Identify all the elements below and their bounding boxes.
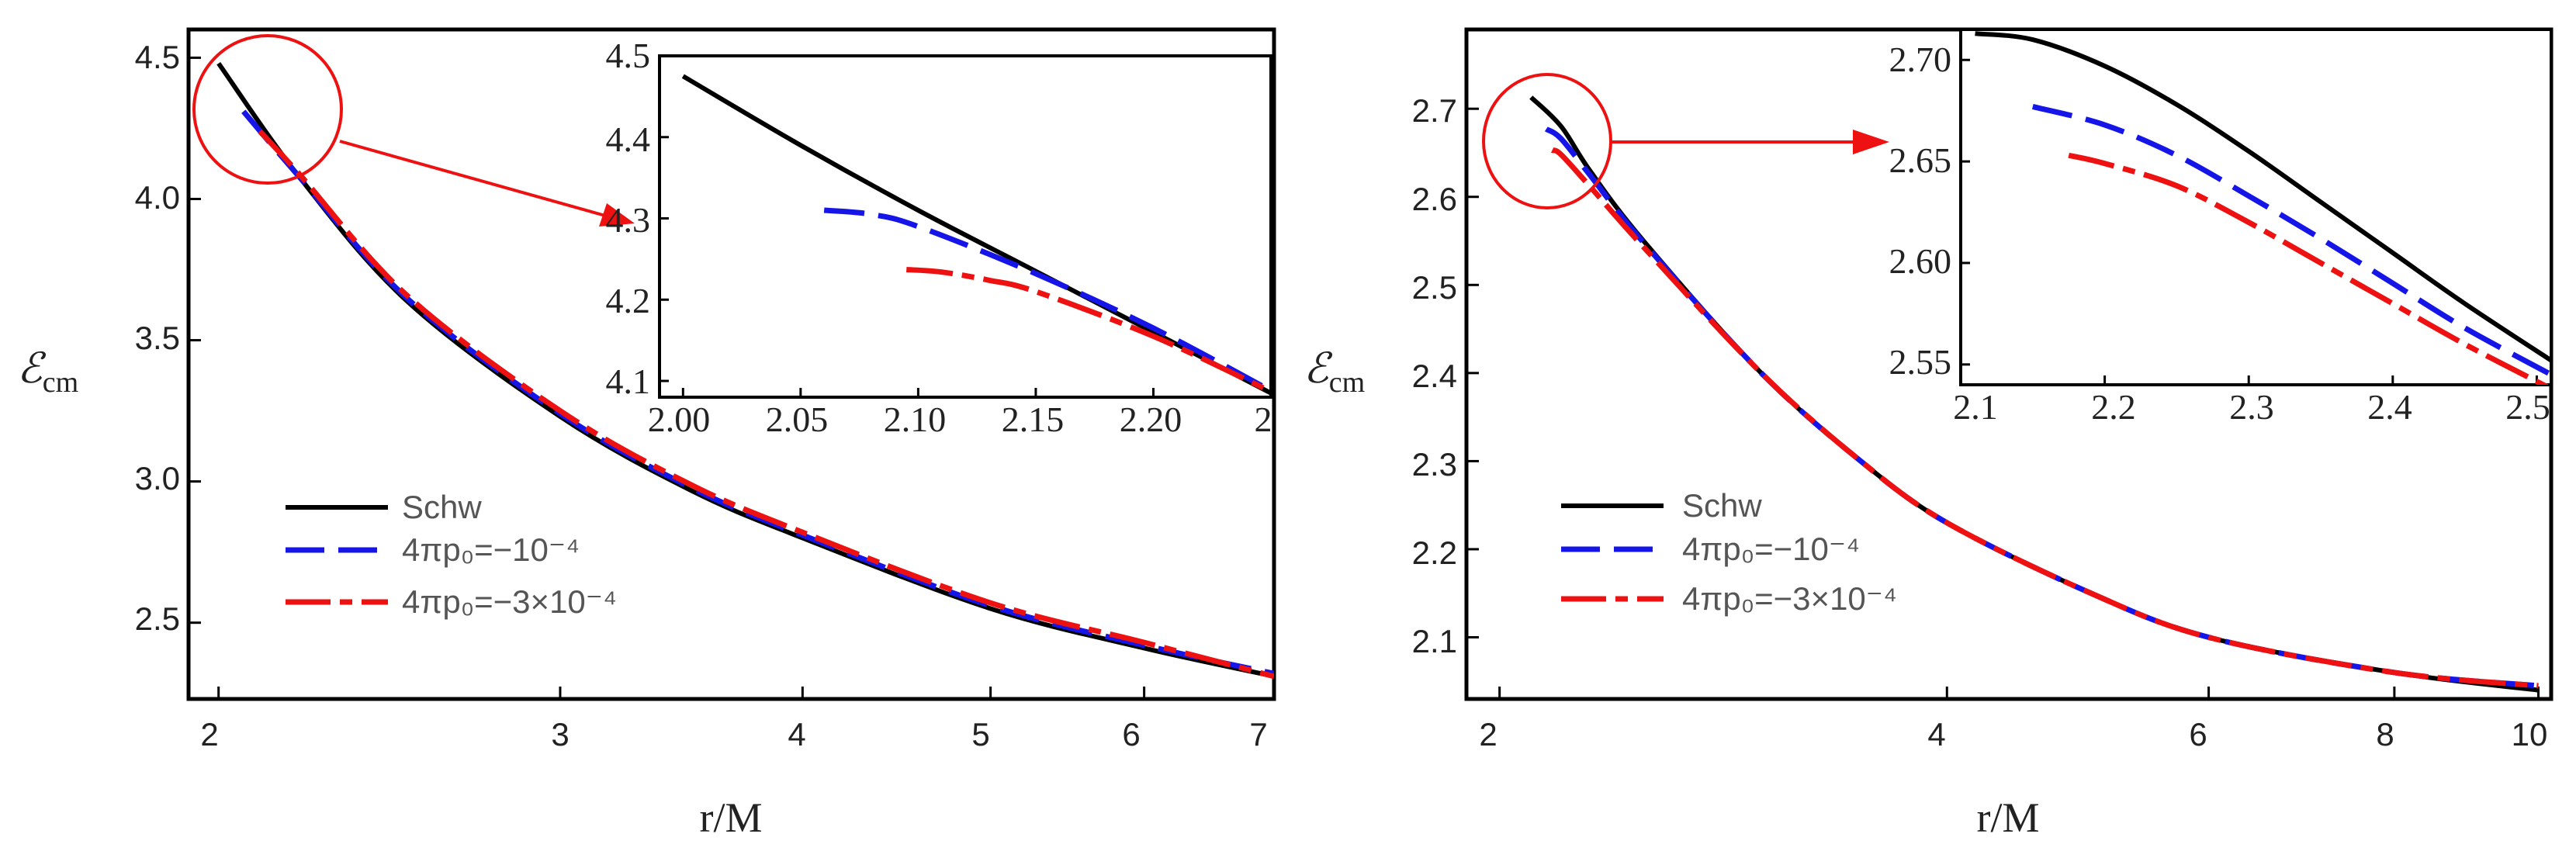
right-inset: 2.1 2.2 2.3 2.4 2.5 2.55 2.60 2.65 2.70 (1889, 28, 2553, 427)
left-y-tick-2.5: 2.5 (135, 600, 180, 637)
left-inset-series (681, 74, 1271, 396)
left-plot-frame (186, 27, 1276, 701)
right-inset-series (1975, 31, 2551, 385)
right-legend-label-red: 4πp₀=−3×10⁻⁴ (1682, 580, 1897, 617)
left-legend-label-red: 4πp₀=−3×10⁻⁴ (402, 583, 617, 620)
L-line-2 (258, 129, 1274, 680)
right-x-tick-6: 6 (2189, 716, 2207, 752)
LI-line-2 (905, 267, 1271, 394)
left-chart: 2 3 4 5 6 7 2.5 3.0 3.5 4.0 4.5 r/M ℰcm … (17, 27, 1276, 841)
left-zoom-arrow-shaft (339, 140, 606, 217)
left-series (216, 61, 1274, 680)
right-x-tick-2: 2 (1479, 716, 1497, 752)
RI-line-0 (1975, 31, 2551, 363)
left-x-tick-2: 2 (200, 716, 218, 752)
right-y-tick-2.6: 2.6 (1412, 181, 1457, 217)
left-inset-x-tick-2.25: 2 (1255, 400, 1272, 439)
RI-line-2 (2068, 152, 2550, 385)
right-x-tick-8: 8 (2376, 716, 2394, 752)
left-inset-y-tick-4.4: 4.4 (606, 119, 651, 159)
RI-line-1 (2031, 104, 2551, 377)
right-y-tick-2.5: 2.5 (1412, 269, 1457, 306)
right-inset-y-tick-2.55: 2.55 (1889, 342, 1952, 382)
right-y-axis-label: ℰcm (1304, 345, 1365, 399)
left-inset-y-tick-4.1: 4.1 (606, 362, 651, 401)
left-y-axis-label: ℰcm (17, 345, 78, 399)
right-legend: Schw 4πp₀=−10⁻⁴ 4πp₀=−3×10⁻⁴ (1561, 487, 1897, 617)
right-y-tick-2.2: 2.2 (1412, 535, 1457, 571)
right-inset-x-tick-2.4: 2.4 (2367, 387, 2412, 427)
LI-line-1 (823, 207, 1271, 393)
left-inset-ticks (660, 54, 1272, 397)
left-legend: Schw 4πp₀=−10⁻⁴ 4πp₀=−3×10⁻⁴ (286, 489, 617, 620)
right-legend-label-schw: Schw (1682, 487, 1762, 524)
right-zoom-circle (1482, 73, 1612, 209)
right-inset-x-tick-2.3: 2.3 (2229, 387, 2274, 427)
left-legend-label-schw: Schw (402, 489, 482, 525)
left-zoom-arrowhead (599, 203, 635, 227)
left-x-tick-3: 3 (551, 716, 569, 752)
right-y-tick-2.4: 2.4 (1412, 358, 1457, 394)
right-x-axis-label: r/M (1977, 794, 2040, 841)
right-series (1529, 95, 2539, 693)
right-inset-y-tick-2.60: 2.60 (1889, 241, 1952, 281)
right-inset-x-tick-2.2: 2.2 (2091, 387, 2136, 427)
left-inset-x-tick-2.00: 2.00 (648, 400, 711, 439)
left-x-tick-6: 6 (1122, 716, 1140, 752)
left-x-tick-4: 4 (788, 716, 805, 752)
left-y-tick-4.0: 4.0 (135, 179, 180, 216)
left-y-tick-4.5: 4.5 (135, 39, 180, 75)
right-inset-x-tick-2.5: 2.5 (2505, 387, 2550, 427)
R-line-2 (1550, 147, 2539, 689)
left-inset-x-tick-2.20: 2.20 (1120, 400, 1182, 439)
right-x-tick-10: 10 (2512, 716, 2548, 752)
left-y-tick-3.5: 3.5 (135, 320, 180, 356)
right-inset-y-tick-2.70: 2.70 (1889, 40, 1952, 79)
right-y-tick-2.7: 2.7 (1412, 92, 1457, 129)
right-zoom-arrowhead (1853, 130, 1889, 154)
left-x-axis-label: r/M (700, 794, 763, 841)
right-chart: 2 4 6 8 10 2.1 2.2 2.3 2.4 2.5 2.6 2.7 r… (1304, 27, 2553, 841)
left-inset-y-tick-4.3: 4.3 (606, 200, 651, 240)
right-y-tick-2.1: 2.1 (1412, 623, 1457, 659)
right-inset-y-tick-2.65: 2.65 (1889, 140, 1952, 180)
left-inset-x-tick-2.10: 2.10 (884, 400, 947, 439)
right-inset-frame (1959, 28, 2553, 386)
left-inset: 2.00 2.05 2.10 2.15 2.20 2 4.1 4.2 4.3 4… (606, 36, 1272, 439)
right-inset-x-tick-2.1: 2.1 (1953, 387, 1998, 427)
right-legend-label-blue: 4πp₀=−10⁻⁴ (1682, 531, 1860, 567)
left-legend-label-blue: 4πp₀=−10⁻⁴ (402, 531, 580, 568)
left-x-tick-7: 7 (1249, 716, 1267, 752)
left-x-tick-5: 5 (971, 716, 989, 752)
left-inset-x-tick-2.15: 2.15 (1002, 400, 1065, 439)
left-ticks (189, 56, 1276, 699)
left-inset-y-tick-4.5: 4.5 (606, 36, 651, 75)
left-zoom-circle (192, 34, 343, 185)
right-inset-ticks (1959, 58, 2538, 385)
left-y-tick-3.0: 3.0 (135, 460, 180, 496)
right-y-tick-2.3: 2.3 (1412, 446, 1457, 483)
left-inset-x-tick-2.05: 2.05 (766, 400, 829, 439)
right-x-tick-4: 4 (1927, 716, 1945, 752)
left-inset-y-tick-4.2: 4.2 (606, 281, 651, 320)
